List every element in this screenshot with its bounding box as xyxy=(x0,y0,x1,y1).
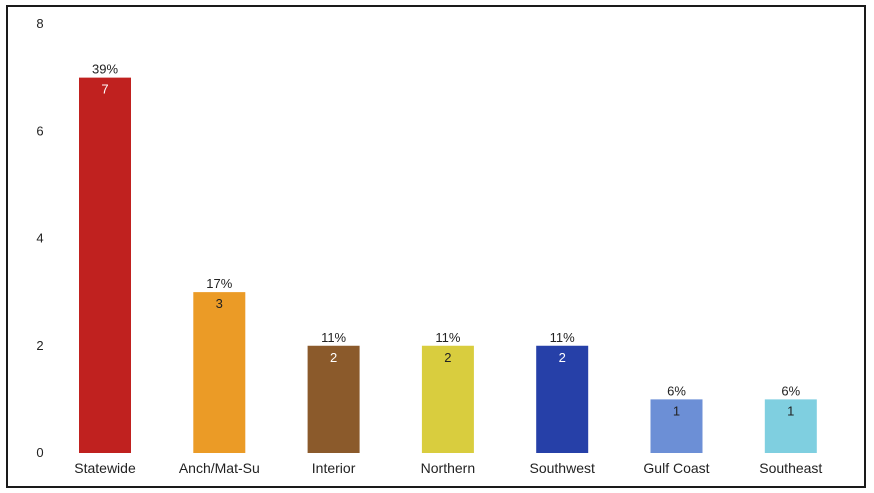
y-tick-label: 2 xyxy=(36,338,43,353)
percent-label: 11% xyxy=(435,330,460,345)
x-category-label: Southwest xyxy=(530,460,595,476)
percent-label: 11% xyxy=(550,330,575,345)
y-tick-label: 6 xyxy=(36,123,43,138)
value-label: 7 xyxy=(101,82,108,97)
x-category-label: Northern xyxy=(421,460,475,476)
x-category-label: Anch/Mat-Su xyxy=(179,460,260,476)
bar-interior xyxy=(307,345,360,453)
percent-label: 6% xyxy=(781,383,800,398)
x-category-label: Interior xyxy=(312,460,356,476)
bar-southwest xyxy=(536,345,589,453)
x-category-label: Gulf Coast xyxy=(643,460,709,476)
percent-label: 6% xyxy=(667,383,686,398)
x-axis: Statewide Anch/Mat-Su Interior Northern Sout… xyxy=(74,460,822,476)
bar-gulf-coast xyxy=(650,399,703,453)
bar-northern xyxy=(421,345,474,453)
percent-label: 11% xyxy=(321,330,346,345)
percent-label: 39% xyxy=(92,62,118,77)
value-label: 2 xyxy=(330,350,337,365)
bars: 39% 7 17% 3 11% 2 11% 2 11% 2 6% 1 6% 1 xyxy=(79,62,817,453)
bar-southeast xyxy=(764,399,817,453)
value-label: 1 xyxy=(673,403,680,418)
value-label: 3 xyxy=(216,296,223,311)
y-tick-label: 4 xyxy=(36,231,43,246)
x-category-label: Southeast xyxy=(759,460,822,476)
value-label: 2 xyxy=(444,350,451,365)
y-axis: 0 2 4 6 8 xyxy=(36,16,43,460)
bar-anch-mat-su xyxy=(193,292,246,453)
bar-statewide xyxy=(79,77,131,453)
y-tick-label: 8 xyxy=(36,16,43,31)
value-label: 2 xyxy=(559,350,566,365)
percent-label: 17% xyxy=(206,276,232,291)
x-category-label: Statewide xyxy=(74,460,136,476)
value-label: 1 xyxy=(787,403,794,418)
y-tick-label: 0 xyxy=(36,445,43,460)
